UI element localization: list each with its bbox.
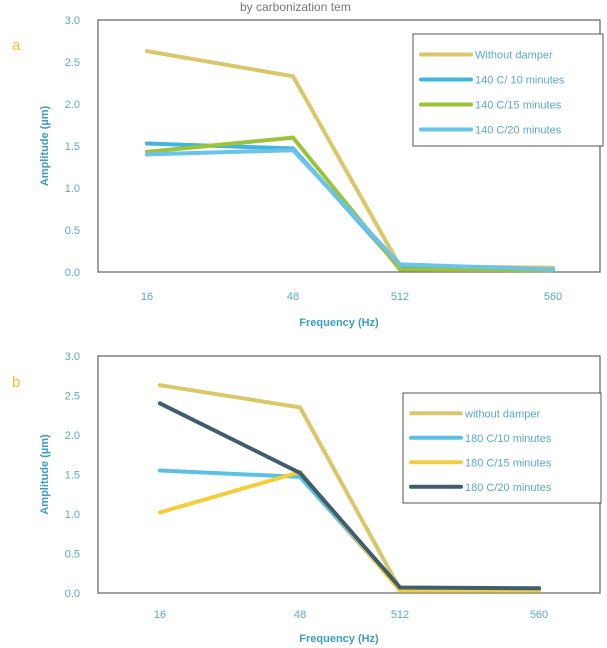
chart-panel-a: a 0.0 0.5 1.0 1.5 2.0 2.5 3.0 16 48 512 560 Frequenc… <box>12 15 604 329</box>
y-tick-label: 2.5 <box>65 391 80 403</box>
x-tick-label: 48 <box>294 609 306 621</box>
data-point <box>158 510 162 515</box>
data-point <box>145 49 149 54</box>
data-point <box>158 383 162 388</box>
y-tick-label: 2.5 <box>65 57 80 69</box>
y-tick-label: 1.0 <box>65 183 80 195</box>
panel-label: a <box>12 37 21 54</box>
x-tick-label: 16 <box>154 609 166 621</box>
panel-label: b <box>12 374 20 391</box>
x-tick-label: 512 <box>391 609 409 621</box>
legend: without damper 180 C/10 minutes 180 C/15 m… <box>402 392 602 504</box>
legend-entry-label: 180 C/20 minutes <box>465 482 552 494</box>
y-tick-label: 1.0 <box>65 509 80 521</box>
data-point <box>145 141 149 146</box>
y-tick-label: 0.5 <box>65 225 80 237</box>
data-point <box>398 588 402 593</box>
data-point <box>298 470 302 475</box>
data-point <box>298 405 302 410</box>
y-tick-label: 2.0 <box>65 430 80 442</box>
y-axis-title: Amplitude (µm) <box>39 434 51 515</box>
y-axis-title: Amplitude (µm) <box>39 106 51 187</box>
charts-root: a 0.0 0.5 1.0 1.5 2.0 2.5 3.0 16 48 512 560 Frequenc… <box>12 15 604 645</box>
chart-panel-b: b 0.0 0.5 1.0 1.5 2.0 2.5 3.0 16 48 512 560 Frequenc… <box>12 351 602 645</box>
legend-entry-label: 180 C/10 minutes <box>465 433 552 445</box>
data-point <box>398 585 402 590</box>
legend: Without damper 140 C/ 10 minutes 140 C/15 … <box>412 33 604 147</box>
data-point <box>158 468 162 473</box>
series-line-3 <box>145 135 555 273</box>
data-point <box>291 135 295 140</box>
x-tick-label: 16 <box>141 291 153 303</box>
x-tick-label: 48 <box>287 291 299 303</box>
data-point <box>537 586 541 591</box>
series-line-4 <box>145 148 555 272</box>
y-tick-label: 1.5 <box>65 141 80 153</box>
legend-entry-label: 180 C/15 minutes <box>465 457 552 469</box>
data-point <box>398 267 402 272</box>
data-point <box>398 262 402 267</box>
legend-entry-label: 140 C/15 minutes <box>475 100 562 112</box>
x-tick-label: 512 <box>391 291 409 303</box>
x-axis-title: Frequency (Hz) <box>299 633 379 645</box>
data-point <box>145 152 149 157</box>
x-tick-label: 560 <box>544 291 562 303</box>
y-tick-label: 0.0 <box>65 588 80 600</box>
legend-entry-label: Without damper <box>475 50 553 62</box>
series-line-4 <box>158 401 541 591</box>
x-tick-label: 560 <box>530 609 548 621</box>
y-tick-label: 3.0 <box>65 351 80 363</box>
data-point <box>158 401 162 406</box>
y-tick-label: 3.0 <box>65 15 80 27</box>
legend-entry-label: 140 C/ 10 minutes <box>475 75 565 87</box>
legend-entry-label: 140 C/20 minutes <box>475 125 562 137</box>
x-axis-title: Frequency (Hz) <box>299 317 379 329</box>
y-tick-label: 0.5 <box>65 549 80 561</box>
y-tick-label: 1.5 <box>65 470 80 482</box>
y-tick-label: 0.0 <box>65 267 80 279</box>
header-text: by carbonization tem <box>240 0 351 14</box>
data-point <box>291 74 295 79</box>
legend-entry-label: without damper <box>464 408 541 420</box>
data-point <box>551 267 555 272</box>
y-tick-label: 2.0 <box>65 99 80 111</box>
data-point <box>291 148 295 153</box>
